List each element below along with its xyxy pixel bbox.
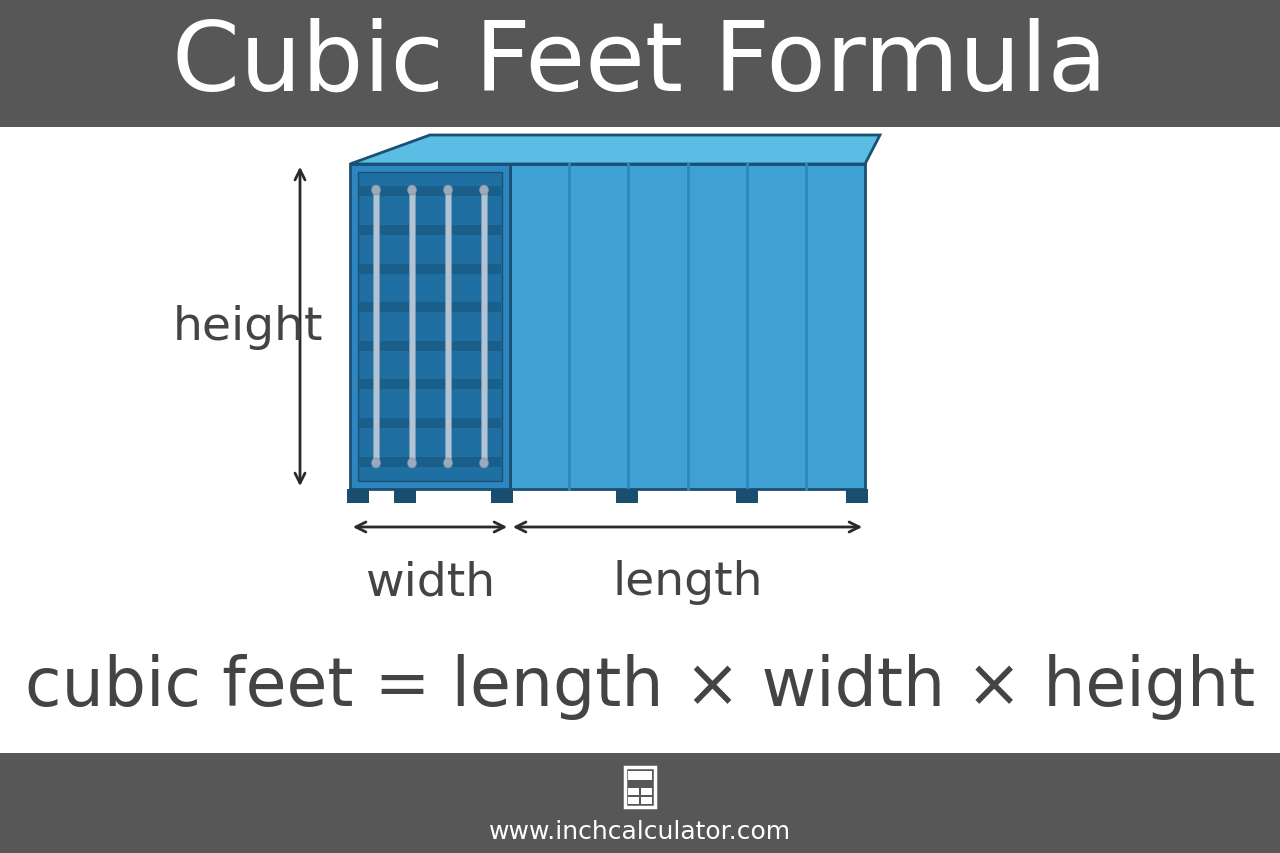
Ellipse shape xyxy=(371,186,380,196)
Bar xyxy=(347,490,369,503)
Text: height: height xyxy=(173,305,324,350)
Bar xyxy=(372,191,379,463)
Polygon shape xyxy=(349,165,509,490)
Polygon shape xyxy=(349,136,881,165)
Text: length: length xyxy=(612,560,763,604)
Ellipse shape xyxy=(480,186,489,196)
Text: width: width xyxy=(365,560,495,604)
Bar xyxy=(445,191,451,463)
Bar xyxy=(358,173,502,481)
Bar xyxy=(358,419,500,428)
Bar xyxy=(358,341,500,351)
Bar xyxy=(0,753,1280,853)
Bar xyxy=(628,787,639,794)
Bar xyxy=(641,787,652,794)
Ellipse shape xyxy=(407,186,416,196)
Bar xyxy=(358,187,500,197)
Ellipse shape xyxy=(443,458,453,468)
Text: Cubic Feet Formula: Cubic Feet Formula xyxy=(173,17,1107,110)
Bar xyxy=(641,797,652,804)
Ellipse shape xyxy=(443,186,453,196)
Text: cubic feet = length × width × height: cubic feet = length × width × height xyxy=(24,653,1256,719)
Bar xyxy=(492,490,513,503)
Bar xyxy=(736,490,758,503)
Bar xyxy=(358,226,500,235)
Bar xyxy=(410,191,415,463)
Bar xyxy=(616,490,637,503)
Ellipse shape xyxy=(407,458,416,468)
Polygon shape xyxy=(509,165,865,490)
Bar xyxy=(846,490,868,503)
Bar xyxy=(358,457,500,467)
Bar xyxy=(628,771,652,780)
Bar xyxy=(394,490,416,503)
Bar xyxy=(0,0,1280,128)
Bar xyxy=(358,380,500,390)
Bar xyxy=(628,797,639,804)
Text: www.inchcalculator.com: www.inchcalculator.com xyxy=(489,819,791,843)
Ellipse shape xyxy=(371,458,380,468)
Bar xyxy=(481,191,486,463)
Bar xyxy=(358,264,500,275)
Ellipse shape xyxy=(480,458,489,468)
Bar xyxy=(358,303,500,313)
